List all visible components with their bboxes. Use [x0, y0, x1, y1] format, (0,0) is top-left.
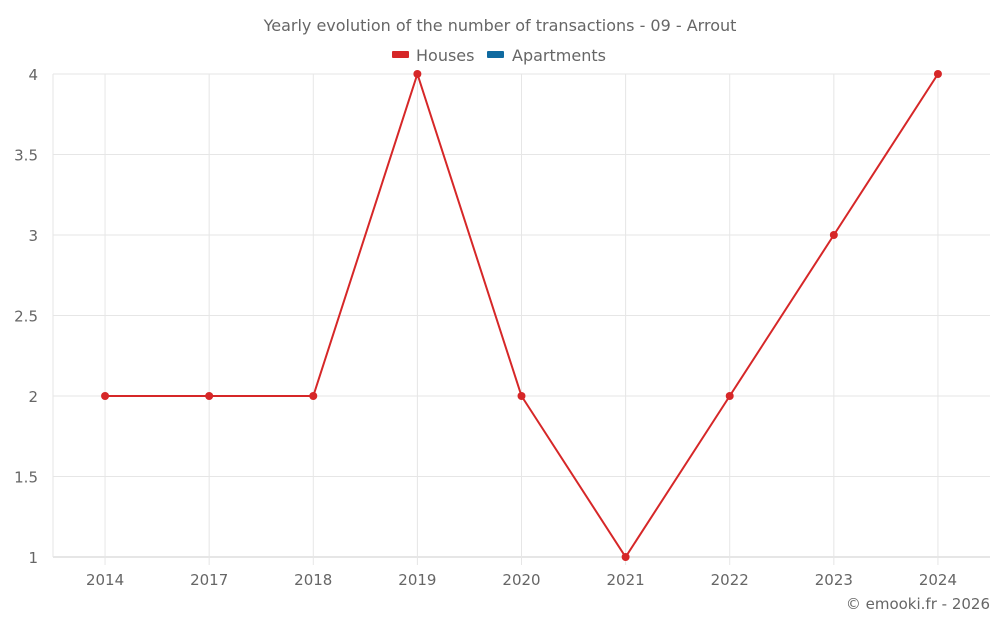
legend-label-apartments: Apartments [512, 46, 606, 65]
data-point[interactable] [829, 231, 838, 239]
y-tick-label: 2.5 [14, 308, 38, 326]
grid [52, 73, 990, 565]
legend: Houses Apartments [392, 46, 606, 65]
x-tick-label: 2020 [502, 571, 540, 589]
data-point[interactable] [621, 553, 630, 561]
legend-item-houses[interactable]: Houses [392, 46, 474, 65]
x-tick-label: 2017 [190, 571, 228, 589]
data-point[interactable] [413, 70, 422, 78]
credit-text: © emooki.fr - 2026 [846, 595, 990, 613]
x-tick-label: 2024 [919, 571, 957, 589]
apartments-swatch-icon [487, 51, 504, 58]
legend-label-houses: Houses [416, 46, 474, 65]
x-tick-label: 2021 [607, 571, 645, 589]
y-tick-label: 1.5 [14, 469, 38, 487]
y-tick-label: 3 [28, 227, 38, 245]
data-point[interactable] [517, 392, 526, 400]
legend-item-apartments[interactable]: Apartments [487, 46, 606, 65]
x-tick-label: 2019 [398, 571, 436, 589]
x-tick-label: 2018 [294, 571, 332, 589]
x-tick-label: 2022 [711, 571, 749, 589]
data-point[interactable] [725, 392, 734, 400]
y-tick-label: 2 [28, 388, 38, 406]
series-houses [101, 70, 942, 561]
y-tick-label: 4 [28, 66, 38, 84]
y-axis: 1 1.5 2 2.5 3 3.5 4 [14, 66, 38, 567]
chart-title: Yearly evolution of the number of transa… [263, 16, 737, 35]
data-point[interactable] [933, 70, 942, 78]
y-tick-label: 1 [28, 549, 38, 567]
x-axis: 2014 2017 2018 2019 2020 2021 2022 2023 2024 [86, 571, 957, 589]
data-point[interactable] [309, 392, 318, 400]
data-point[interactable] [205, 392, 214, 400]
y-tick-label: 3.5 [14, 147, 38, 165]
x-tick-label: 2023 [815, 571, 853, 589]
houses-swatch-icon [392, 51, 409, 58]
x-tick-label: 2014 [86, 571, 124, 589]
data-point[interactable] [101, 392, 110, 400]
